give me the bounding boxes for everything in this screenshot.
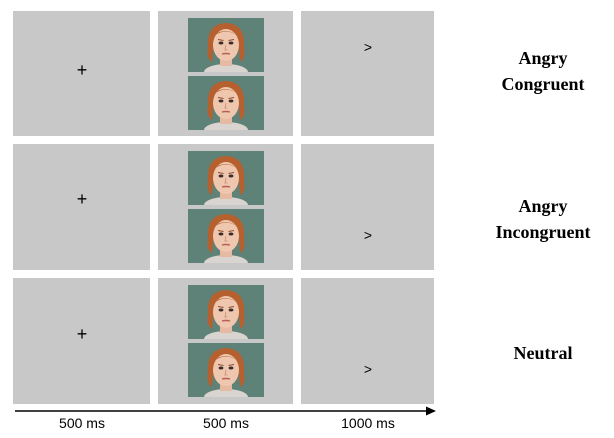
condition-label-2: Angry Incongruent (458, 193, 614, 245)
probe-arrow-1: > (363, 39, 373, 55)
fixation-cross-2: + (76, 189, 88, 209)
fixation-cross-1: + (76, 60, 88, 80)
duration-label-probe: 1000 ms (341, 415, 395, 431)
probe-panel-3 (301, 278, 434, 404)
probe-arrow-3: > (363, 361, 373, 377)
fixation-cross-3: + (76, 324, 88, 344)
face-bottom-2 (188, 209, 264, 263)
condition-line: Neutral (513, 343, 573, 363)
duration-label-faces: 500 ms (203, 415, 249, 431)
duration-label-fixation: 500 ms (59, 415, 105, 431)
fixation-panel-1 (13, 11, 150, 136)
timeline-arrow (15, 406, 436, 416)
face-top-1 (188, 18, 264, 72)
condition-line: Angry (518, 196, 568, 216)
condition-line: Congruent (501, 74, 585, 94)
probe-arrow-2: > (363, 227, 373, 243)
face-top-2 (188, 151, 264, 205)
face-top-3 (188, 285, 264, 339)
fixation-panel-3 (13, 278, 150, 404)
condition-label-3: Neutral (458, 340, 614, 366)
fixation-panel-2 (13, 144, 150, 270)
condition-line: Incongruent (495, 222, 591, 242)
condition-line: Angry (518, 48, 568, 68)
probe-panel-2 (301, 144, 434, 270)
probe-panel-1 (301, 11, 434, 136)
face-bottom-1 (188, 76, 264, 130)
face-bottom-3 (188, 343, 264, 397)
condition-label-1: Angry Congruent (458, 45, 614, 97)
